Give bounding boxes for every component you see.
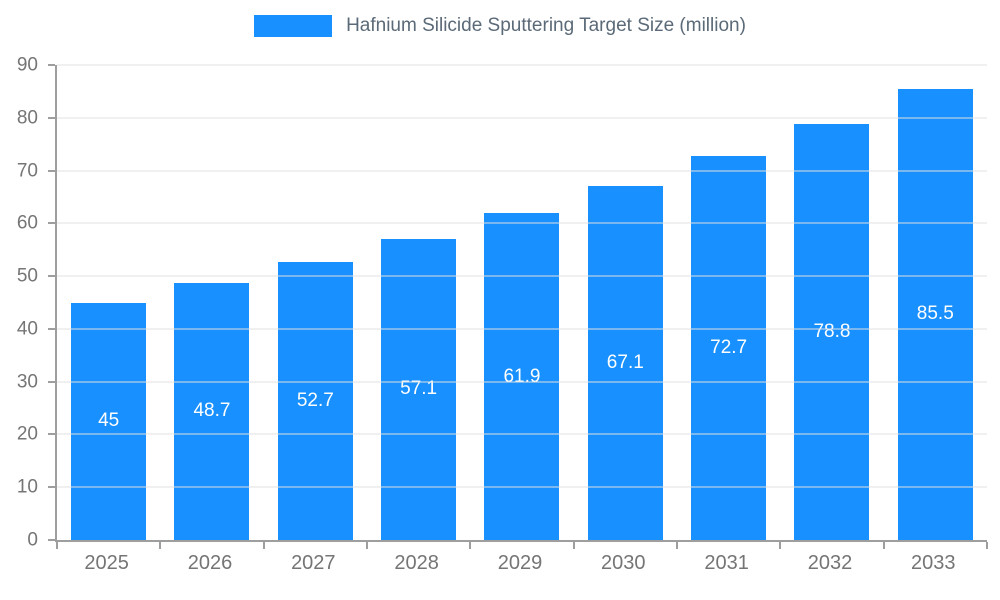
x-axis-label: 2028	[394, 552, 439, 574]
x-axis-tick	[365, 542, 368, 549]
y-axis-label: 80	[16, 107, 38, 129]
x-axis-tick	[882, 542, 885, 549]
bar[interactable]: 72.7	[691, 156, 767, 540]
gridline	[57, 170, 987, 172]
y-axis-label: 70	[16, 160, 38, 182]
y-axis-label: 50	[16, 265, 38, 287]
x-axis-tick	[779, 542, 782, 549]
bar-value-label: 72.7	[710, 337, 748, 359]
bar-slot: 78.8	[780, 65, 883, 540]
bar-slot: 52.7	[264, 65, 367, 540]
bar-value-label: 45	[98, 410, 120, 432]
bar-value-label: 48.7	[193, 400, 231, 422]
x-axis-tick	[159, 542, 162, 549]
x-axis-tick	[986, 542, 988, 549]
legend-swatch	[254, 15, 333, 37]
y-axis-tick	[48, 433, 55, 436]
x-axis-tick	[675, 542, 678, 549]
bar-slot: 85.5	[884, 65, 987, 540]
y-axis-tick	[48, 380, 55, 383]
y-axis-label: 10	[16, 476, 38, 498]
bar-slot: 61.9	[470, 65, 573, 540]
bar-slot: 72.7	[677, 65, 780, 540]
x-axis-label: 2031	[704, 552, 749, 574]
y-axis-tick	[48, 275, 55, 278]
bar[interactable]: 61.9	[484, 213, 560, 540]
y-axis-tick	[48, 486, 55, 489]
gridline	[57, 117, 987, 119]
gridline	[57, 222, 987, 224]
x-axis-tick	[56, 542, 58, 549]
x-axis-tick	[572, 542, 575, 549]
bar[interactable]: 45	[71, 302, 147, 540]
x-axis-label: 2030	[601, 552, 646, 574]
gridline	[57, 433, 987, 435]
bar[interactable]: 67.1	[587, 185, 663, 540]
bar[interactable]: 52.7	[277, 261, 353, 540]
bar-value-label: 57.1	[400, 378, 438, 400]
y-axis-tick	[48, 169, 55, 172]
bar-slot: 48.7	[160, 65, 263, 540]
gridline	[57, 381, 987, 383]
bar-slot: 57.1	[367, 65, 470, 540]
y-axis-tick	[48, 64, 55, 66]
y-axis-label: 0	[27, 529, 38, 551]
bars: 45 48.7 52.7 57.1 61.9 67.1 72.7 78.8 85.5	[57, 65, 987, 540]
bar-slot: 67.1	[574, 65, 677, 540]
gridline	[57, 275, 987, 277]
y-axis-tick	[48, 539, 55, 541]
y-axis-label: 20	[16, 423, 38, 445]
bar-value-label: 52.7	[296, 389, 334, 411]
x-axis-label: 2029	[497, 552, 543, 574]
x-axis-label: 2025	[84, 552, 129, 574]
bar-value-label: 61.9	[503, 365, 541, 387]
bar-slot: 45	[57, 65, 160, 540]
legend-label: Hafnium Silicide Sputtering Target Size …	[346, 15, 746, 36]
gridline	[57, 486, 987, 488]
bar[interactable]: 48.7	[174, 282, 250, 540]
x-axis-label: 2027	[291, 552, 336, 574]
bar-value-label: 67.1	[606, 351, 644, 373]
bar[interactable]: 57.1	[381, 238, 457, 540]
y-axis-label: 30	[16, 371, 38, 393]
gridline	[57, 328, 987, 330]
x-axis-tick	[262, 542, 265, 549]
bar-value-label: 78.8	[813, 321, 851, 343]
y-axis-label: 40	[16, 318, 38, 340]
bar[interactable]: 78.8	[794, 124, 870, 540]
y-axis-tick	[48, 327, 55, 330]
y-axis-tick	[48, 222, 55, 225]
y-axis-label: 90	[16, 54, 38, 76]
x-axis-label: 2032	[807, 552, 853, 574]
x-axis-tick	[469, 542, 472, 549]
bar[interactable]: 85.5	[897, 88, 973, 540]
chart-legend[interactable]: Hafnium Silicide Sputtering Target Size …	[0, 12, 1000, 40]
y-axis-label: 60	[16, 212, 38, 234]
bar-value-label: 85.5	[916, 303, 954, 325]
plot-area: 45 48.7 52.7 57.1 61.9 67.1 72.7 78.8 85.5	[48, 64, 988, 549]
gridline	[57, 64, 987, 66]
y-axis-tick	[48, 116, 55, 119]
x-axis-label: 2033	[911, 552, 956, 574]
y-axis-labels: 0 10 20 30 40 50 60 70 80 90	[0, 56, 44, 550]
x-axis-labels: 2025 2026 2027 2028 2029 2030 2031 2032 2033	[55, 552, 985, 575]
x-axis-label: 2026	[187, 552, 233, 574]
